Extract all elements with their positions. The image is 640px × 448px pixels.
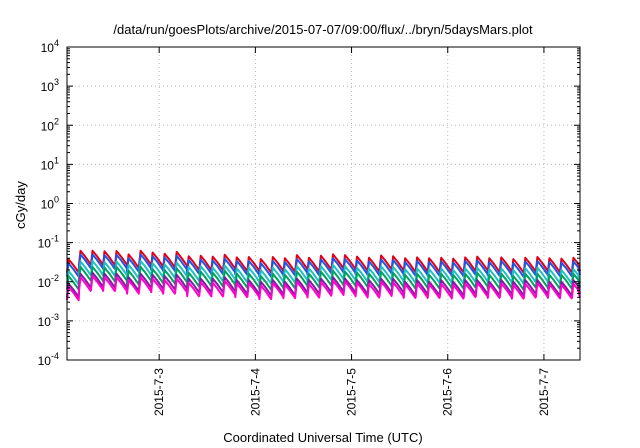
grid-lines (67, 47, 580, 360)
x-tick-label: 2015-7-5 (345, 368, 359, 416)
y-tick-label: 10-4 (38, 351, 59, 368)
x-tick-label: 2015-7-7 (537, 368, 551, 416)
y-tick-label: 104 (41, 38, 59, 55)
y-axis-title: cGy/day (13, 181, 28, 229)
series-line (66, 275, 581, 302)
y-tick-label: 10-2 (38, 273, 59, 290)
y-tick-label: 103 (41, 77, 59, 94)
y-tick-label: 101 (41, 155, 59, 172)
x-tick-labels: 2015-7-3 2015-7-4 2015-7-5 2015-7-6 2015-7-7 (152, 368, 551, 416)
x-tick-label: 2015-7-6 (441, 368, 455, 416)
y-tick-label: 100 (41, 195, 59, 212)
axis-ticks (67, 46, 580, 361)
y-tick-labels: 10-4 10-3 10-2 10-1 100 101 102 103 104 (38, 38, 59, 368)
y-tick-label: 102 (41, 116, 59, 133)
x-tick-label: 2015-7-4 (248, 368, 262, 416)
x-tick-label: 2015-7-3 (152, 368, 166, 416)
y-tick-label: 10-1 (38, 234, 59, 251)
x-axis-title: Coordinated Universal Time (UTC) (223, 430, 422, 445)
data-series (66, 249, 581, 302)
chart-title: /data/run/goesPlots/archive/2015-07-07/0… (113, 22, 533, 37)
y-tick-label: 10-3 (38, 312, 59, 329)
